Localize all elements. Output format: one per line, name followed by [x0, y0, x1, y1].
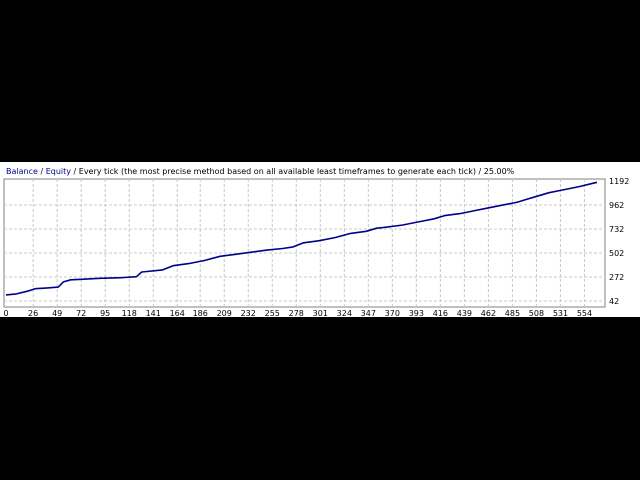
x-tick-label: 209 — [217, 309, 232, 317]
x-tick-label: 232 — [241, 309, 256, 317]
legend-separator-2: / — [70, 167, 79, 176]
y-axis-ticks: 1192 962 732 502 272 42 — [609, 177, 629, 306]
y-tick-label: 502 — [609, 249, 624, 258]
grid-lines — [4, 179, 605, 307]
x-tick-label: 186 — [193, 309, 208, 317]
series-line-balance — [5, 181, 598, 296]
x-tick-label: 95 — [100, 309, 110, 317]
x-tick-label: 439 — [457, 309, 472, 317]
y-tick-label: 962 — [609, 201, 624, 210]
legend-model: Every tick (the most precise method base… — [78, 167, 476, 176]
legend-equity: Equity — [45, 167, 71, 176]
x-tick-label: 278 — [289, 309, 304, 317]
y-tick-label: 272 — [609, 273, 624, 282]
y-tick-label: 42 — [609, 297, 619, 306]
series-lines — [5, 181, 598, 296]
x-tick-label: 554 — [577, 309, 592, 317]
x-tick-label: 118 — [122, 309, 137, 317]
x-tick-label: 164 — [170, 309, 185, 317]
x-tick-label: 49 — [52, 309, 62, 317]
x-tick-label: 72 — [76, 309, 86, 317]
legend-separator-3: / — [475, 167, 484, 176]
x-tick-label: 26 — [28, 309, 38, 317]
y-tick-label: 1192 — [609, 177, 629, 186]
chart-canvas: 1192 962 732 502 272 42 0 26 49 72 95 118 141 164 186… — [3, 177, 629, 317]
x-tick-label: 416 — [433, 309, 448, 317]
x-tick-label: 508 — [529, 309, 544, 317]
legend-quality: 25.00% — [483, 167, 515, 176]
x-tick-label: 255 — [265, 309, 280, 317]
x-tick-label: 0 — [3, 309, 8, 317]
x-tick-label: 531 — [553, 309, 568, 317]
x-tick-label: 485 — [505, 309, 520, 317]
x-axis-ticks: 0 26 49 72 95 118 141 164 186 209 232 255 278 301 324 3… — [3, 309, 592, 317]
legend-separator-1: / — [37, 167, 46, 176]
x-tick-label: 347 — [361, 309, 376, 317]
x-tick-label: 393 — [409, 309, 424, 317]
chart-legend-header: Balance / Equity / Every tick (the most … — [6, 167, 514, 177]
x-tick-label: 301 — [313, 309, 328, 317]
x-tick-label: 324 — [337, 309, 352, 317]
y-tick-label: 732 — [609, 225, 624, 234]
x-tick-label: 370 — [385, 309, 400, 317]
strategy-tester-graph: 1192 962 732 502 272 42 0 26 49 72 95 118 141 164 186… — [0, 162, 640, 317]
x-tick-label: 462 — [481, 309, 496, 317]
legend-balance: Balance — [6, 167, 38, 176]
plot-frame — [3, 178, 606, 308]
x-tick-label: 141 — [146, 309, 161, 317]
